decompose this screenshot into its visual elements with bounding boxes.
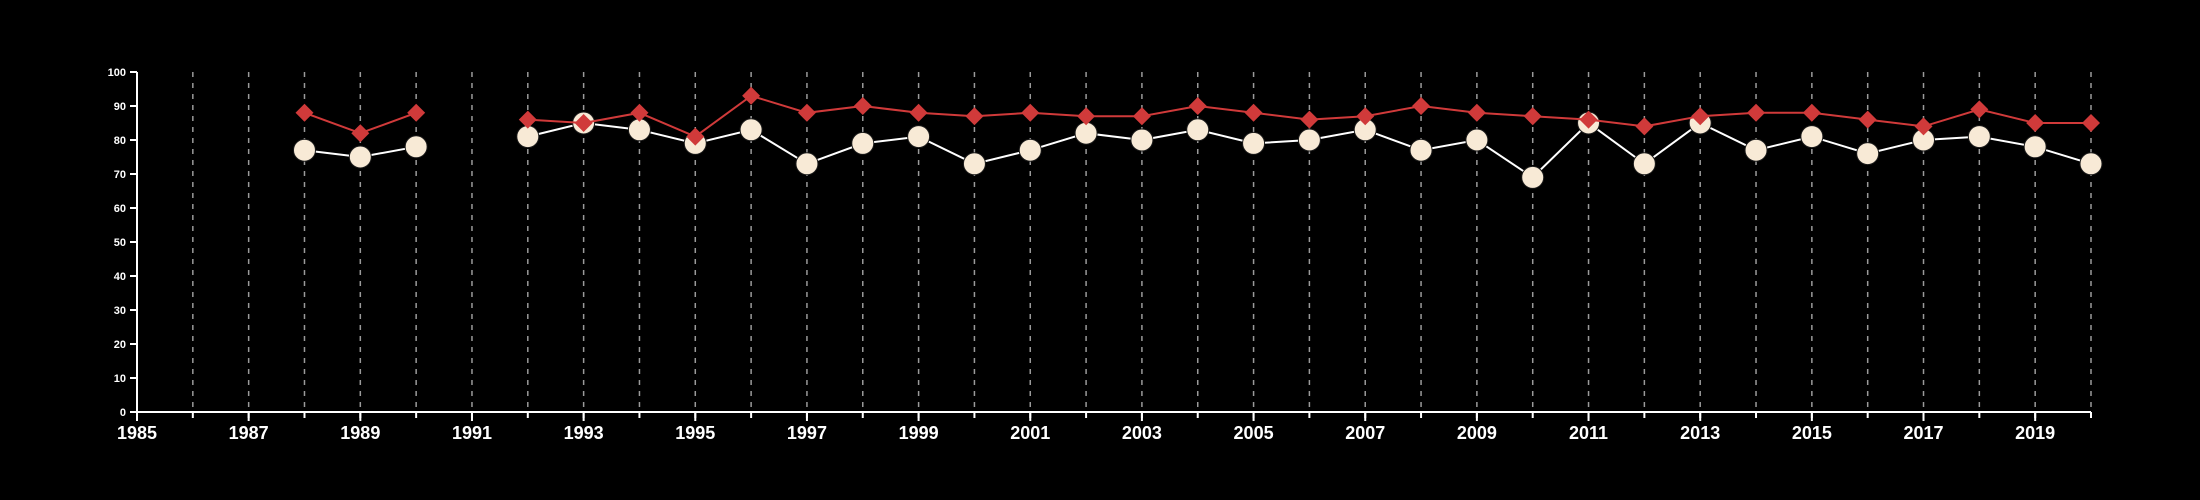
- series-0-point-1992: [518, 110, 537, 129]
- series-1-point-2012: [1632, 152, 1656, 176]
- series-1-point-2019: [2023, 135, 2047, 159]
- series-0-point-2016: [1858, 110, 1877, 129]
- x-tick-label-1995: 1995: [675, 423, 715, 443]
- series-layer: [292, 86, 2103, 189]
- series-1-point-2015: [1800, 125, 1824, 149]
- y-tick-label-60: 60: [114, 203, 126, 215]
- y-tick-label-0: 0: [120, 407, 126, 419]
- y-tick-label-90: 90: [114, 101, 126, 113]
- series-0-point-2008: [1412, 97, 1431, 115]
- series-1-point-2008: [1409, 138, 1433, 162]
- x-tick-label-2017: 2017: [1903, 423, 1943, 443]
- x-tick-label-2019: 2019: [2015, 423, 2055, 443]
- series-0-point-1993: [574, 114, 593, 132]
- series-1-point-2000: [962, 152, 986, 176]
- series-1-point-1999: [907, 125, 931, 149]
- series-0-point-2015: [1802, 103, 1821, 122]
- y-tick-label-80: 80: [114, 135, 126, 147]
- y-tick-label-50: 50: [114, 237, 126, 249]
- series-0-point-2012: [1635, 117, 1654, 136]
- x-tick-label-1989: 1989: [340, 423, 380, 443]
- series-1-point-2016: [1856, 142, 1880, 166]
- series-0-point-1990: [407, 103, 426, 122]
- series-1-point-2004: [1186, 118, 1210, 142]
- x-tick-label-1991: 1991: [452, 423, 492, 443]
- series-1-point-2018: [1967, 125, 1991, 149]
- x-tick-label-1987: 1987: [229, 423, 269, 443]
- y-tick-label-20: 20: [114, 339, 126, 351]
- series-1-point-1988: [292, 138, 316, 162]
- series-0-point-2013: [1691, 107, 1710, 126]
- series-1-point-1990: [404, 135, 428, 159]
- x-tick-label-1999: 1999: [899, 423, 939, 443]
- series-1-point-1994: [627, 118, 651, 142]
- series-0-point-1994: [630, 103, 649, 122]
- x-tick-label-2011: 2011: [1569, 423, 1608, 443]
- y-tick-label-30: 30: [114, 305, 126, 317]
- x-tick-label-2003: 2003: [1122, 423, 1162, 443]
- series-1-point-1998: [851, 131, 875, 155]
- x-tick-label-2005: 2005: [1234, 423, 1274, 443]
- series-1-point-2010: [1521, 165, 1545, 189]
- axis-layer: 0 10 20 30 40 50 60 70 80 90 100 1985 1987 1989 1991 19…: [108, 67, 2092, 443]
- series-1-point-1996: [739, 118, 763, 142]
- x-tick-label-2015: 2015: [1792, 423, 1832, 443]
- series-0-point-1999: [909, 103, 928, 122]
- series-0-point-1998: [853, 97, 872, 115]
- series-1-point-2002: [1074, 121, 1098, 145]
- series-0: [295, 86, 2100, 146]
- x-tick-label-1985: 1985: [117, 423, 157, 443]
- series-0-point-2011: [1579, 110, 1598, 129]
- series-0-point-2006: [1300, 110, 1319, 129]
- y-tick-label-70: 70: [114, 169, 126, 181]
- series-0-point-2009: [1467, 103, 1486, 122]
- series-0-point-1995: [686, 127, 705, 146]
- series-0-point-2018: [1970, 100, 1989, 119]
- series-0-point-1988: [295, 103, 314, 122]
- series-1-point-2005: [1242, 131, 1266, 155]
- y-tick-label-100: 100: [108, 67, 126, 79]
- series-0-point-2019: [2026, 114, 2045, 132]
- series-0-point-1996: [742, 86, 761, 105]
- series-0-point-2005: [1244, 103, 1263, 122]
- series-1-point-1992: [516, 125, 540, 149]
- series-0-point-1989: [351, 124, 370, 143]
- y-tick-label-10: 10: [114, 373, 126, 385]
- series-1-point-1989: [348, 145, 372, 169]
- x-tick-label-1997: 1997: [787, 423, 827, 443]
- series-0-point-2002: [1077, 107, 1096, 126]
- series-1-point-1997: [795, 152, 819, 176]
- series-0-point-2003: [1132, 107, 1151, 126]
- series-0-point-2017: [1914, 117, 1933, 136]
- x-tick-label-2013: 2013: [1680, 423, 1720, 443]
- series-1-point-2006: [1297, 128, 1321, 152]
- y-tick-label-40: 40: [114, 271, 126, 283]
- series-0-point-2000: [965, 107, 984, 126]
- series-0-point-2004: [1188, 97, 1207, 115]
- series-0-point-2020: [2082, 114, 2100, 132]
- x-tick-label-2007: 2007: [1345, 423, 1385, 443]
- series-0-point-2014: [1747, 103, 1766, 122]
- series-1-point-2014: [1744, 138, 1768, 162]
- series-0-point-2001: [1021, 103, 1040, 122]
- series-0-point-1997: [797, 103, 816, 122]
- x-tick-label-1993: 1993: [564, 423, 604, 443]
- x-tick-label-2001: 2001: [1010, 423, 1050, 443]
- series-1-point-2001: [1018, 138, 1042, 162]
- series-1-point-2009: [1465, 128, 1489, 152]
- series-1: [292, 111, 2103, 189]
- x-tick-label-2009: 2009: [1457, 423, 1497, 443]
- series-0-point-2007: [1356, 107, 1375, 126]
- series-0-point-2010: [1523, 107, 1542, 126]
- series-1-point-2003: [1130, 128, 1154, 152]
- series-1-point-2020: [2079, 152, 2103, 176]
